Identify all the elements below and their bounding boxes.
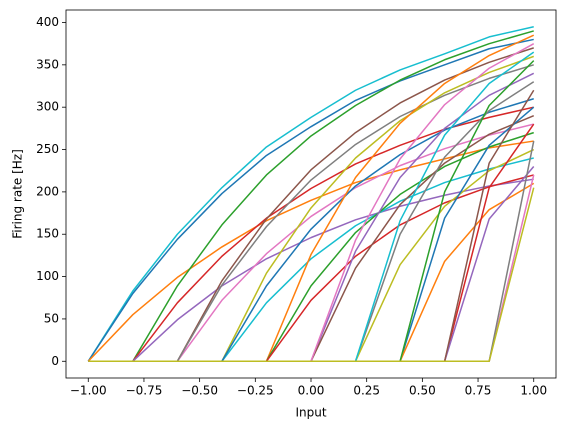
y-tick-label: 400 — [36, 15, 59, 29]
y-tick-label: 0 — [51, 354, 59, 368]
y-tick-label: 300 — [36, 100, 59, 114]
x-tick-label: −0.75 — [126, 384, 163, 398]
y-tick-label: 100 — [36, 269, 59, 283]
series-line — [88, 140, 535, 363]
series-line — [88, 34, 535, 363]
series-line — [88, 174, 534, 363]
series-line — [88, 55, 534, 363]
y-tick-label: 250 — [36, 142, 59, 156]
x-tick-label: −1.00 — [70, 384, 107, 398]
series-line — [88, 60, 535, 363]
y-tick-label: 350 — [36, 57, 59, 71]
y-tick-label: 200 — [36, 184, 59, 198]
series-line — [88, 30, 534, 363]
series-line — [88, 89, 535, 363]
series-line — [87, 25, 534, 362]
series-line — [88, 187, 535, 363]
x-tick-label: 0.00 — [298, 384, 325, 398]
series-line — [87, 38, 534, 362]
y-tick-label: 50 — [44, 311, 59, 325]
series-line — [88, 123, 535, 363]
x-tick-label: 0.50 — [409, 384, 436, 398]
series-line — [87, 140, 534, 362]
y-axis-label: Firing rate [Hz] — [11, 149, 25, 239]
series-line — [88, 51, 535, 363]
series-line — [88, 123, 534, 363]
x-tick-label: 1.00 — [520, 384, 547, 398]
series-line — [88, 47, 534, 363]
x-tick-label: −0.25 — [237, 384, 274, 398]
x-tick-label: −0.50 — [181, 384, 218, 398]
series-line — [88, 131, 534, 363]
series-line — [88, 174, 535, 363]
series-line — [88, 106, 534, 363]
x-tick-label: 0.75 — [465, 384, 492, 398]
y-tick-label: 150 — [36, 227, 59, 241]
series-line — [88, 178, 534, 363]
series-line — [88, 43, 535, 363]
series-line — [88, 98, 534, 363]
x-axis-label: Input — [295, 406, 326, 420]
x-tick-label: 0.25 — [353, 384, 380, 398]
